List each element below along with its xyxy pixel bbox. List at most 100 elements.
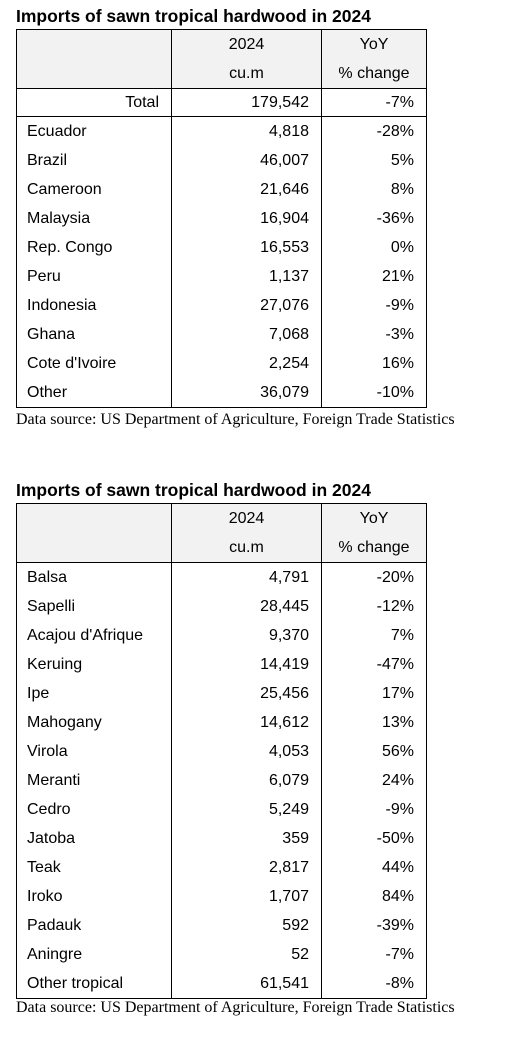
- row-volume: 4,818: [171, 116, 322, 146]
- row-volume: 4,791: [171, 562, 322, 592]
- row-change: 16%: [321, 349, 427, 378]
- row-name: Acajou d'Afrique: [16, 621, 172, 650]
- table-row: Keruing 14,419 -47%: [16, 650, 427, 679]
- row-name: Malaysia: [16, 204, 172, 233]
- table1: 2024 cu.m YoY % change Total 179,542 -7%…: [16, 29, 427, 408]
- row-volume: 4,053: [171, 737, 322, 766]
- row-change: 44%: [321, 853, 427, 882]
- table1-header-change: YoY % change: [321, 29, 427, 89]
- table2-header-volume: 2024 cu.m: [171, 503, 322, 563]
- row-name: Cedro: [16, 795, 172, 824]
- row-name: Iroko: [16, 882, 172, 911]
- table2-header-change: YoY % change: [321, 503, 427, 563]
- row-name: Cote d'Ivoire: [16, 349, 172, 378]
- total-change: -7%: [321, 88, 427, 117]
- row-name: Teak: [16, 853, 172, 882]
- row-change: -47%: [321, 650, 427, 679]
- row-volume: 36,079: [171, 378, 322, 408]
- table-row: Aningre 52 -7%: [16, 940, 427, 969]
- row-volume: 9,370: [171, 621, 322, 650]
- row-change: -12%: [321, 592, 427, 621]
- row-volume: 61,541: [171, 969, 322, 999]
- table-row: Teak 2,817 44%: [16, 853, 427, 882]
- row-volume: 28,445: [171, 592, 322, 621]
- row-change: -7%: [321, 940, 427, 969]
- row-change: -39%: [321, 911, 427, 940]
- table2-block: Imports of sawn tropical hardwood in 202…: [16, 480, 427, 999]
- table1-source: Data source: US Department of Agricultur…: [16, 411, 455, 428]
- row-volume: 359: [171, 824, 322, 853]
- row-volume: 16,904: [171, 204, 322, 233]
- row-name: Peru: [16, 262, 172, 291]
- table2-body: Balsa 4,791 -20% Sapelli 28,445 -12% Acajou d'…: [16, 562, 427, 999]
- row-volume: 27,076: [171, 291, 322, 320]
- table-row: Rep. Congo 16,553 0%: [16, 233, 427, 262]
- row-volume: 592: [171, 911, 322, 940]
- table2-header-empty: [16, 503, 172, 563]
- table-row: Peru 1,137 21%: [16, 262, 427, 291]
- row-name: Padauk: [16, 911, 172, 940]
- row-name: Other: [16, 378, 172, 408]
- table1-header-row: 2024 cu.m YoY % change: [16, 29, 427, 89]
- table1-block: Imports of sawn tropical hardwood in 202…: [16, 6, 427, 408]
- row-change: -8%: [321, 969, 427, 999]
- row-name: Mahogany: [16, 708, 172, 737]
- table-row: Indonesia 27,076 -9%: [16, 291, 427, 320]
- table2-source: Data source: US Department of Agricultur…: [16, 999, 455, 1016]
- table-row: Balsa 4,791 -20%: [16, 562, 427, 592]
- row-volume: 7,068: [171, 320, 322, 349]
- row-volume: 2,254: [171, 349, 322, 378]
- table-row: Malaysia 16,904 -36%: [16, 204, 427, 233]
- row-name: Ipe: [16, 679, 172, 708]
- table-row: Meranti 6,079 24%: [16, 766, 427, 795]
- row-change: 84%: [321, 882, 427, 911]
- row-volume: 2,817: [171, 853, 322, 882]
- row-volume: 1,137: [171, 262, 322, 291]
- row-volume: 46,007: [171, 146, 322, 175]
- row-change: 13%: [321, 708, 427, 737]
- table-row: Ipe 25,456 17%: [16, 679, 427, 708]
- table-row: Cedro 5,249 -9%: [16, 795, 427, 824]
- total-label: Total: [16, 88, 172, 117]
- table-row: Cote d'Ivoire 2,254 16%: [16, 349, 427, 378]
- row-name: Ecuador: [16, 116, 172, 146]
- row-name: Cameroon: [16, 175, 172, 204]
- row-name: Other tropical: [16, 969, 172, 999]
- row-volume: 16,553: [171, 233, 322, 262]
- table-row: Virola 4,053 56%: [16, 737, 427, 766]
- row-name: Aningre: [16, 940, 172, 969]
- table-row: Brazil 46,007 5%: [16, 146, 427, 175]
- row-name: Brazil: [16, 146, 172, 175]
- row-change: -36%: [321, 204, 427, 233]
- table2-header-row: 2024 cu.m YoY % change: [16, 503, 427, 563]
- table-row: Other tropical 61,541 -8%: [16, 969, 427, 999]
- table-row: Padauk 592 -39%: [16, 911, 427, 940]
- row-change: -9%: [321, 291, 427, 320]
- row-change: -9%: [321, 795, 427, 824]
- table-row: Jatoba 359 -50%: [16, 824, 427, 853]
- row-change: 24%: [321, 766, 427, 795]
- row-volume: 25,456: [171, 679, 322, 708]
- row-name: Meranti: [16, 766, 172, 795]
- table1-header-empty: [16, 29, 172, 89]
- row-volume: 21,646: [171, 175, 322, 204]
- row-volume: 5,249: [171, 795, 322, 824]
- row-change: -50%: [321, 824, 427, 853]
- table1-header-volume: 2024 cu.m: [171, 29, 322, 89]
- row-change: 56%: [321, 737, 427, 766]
- row-volume: 14,419: [171, 650, 322, 679]
- row-name: Ghana: [16, 320, 172, 349]
- total-volume: 179,542: [171, 88, 322, 117]
- row-change: 5%: [321, 146, 427, 175]
- row-change: -20%: [321, 562, 427, 592]
- table2: 2024 cu.m YoY % change Balsa 4,791 -20% Sap…: [16, 503, 427, 999]
- row-name: Balsa: [16, 562, 172, 592]
- table1-total-row: Total 179,542 -7%: [16, 88, 427, 117]
- row-change: 21%: [321, 262, 427, 291]
- row-volume: 52: [171, 940, 322, 969]
- row-change: 0%: [321, 233, 427, 262]
- table2-title: Imports of sawn tropical hardwood in 202…: [16, 480, 371, 500]
- table-row: Ecuador 4,818 -28%: [16, 116, 427, 146]
- row-change: -3%: [321, 320, 427, 349]
- row-name: Keruing: [16, 650, 172, 679]
